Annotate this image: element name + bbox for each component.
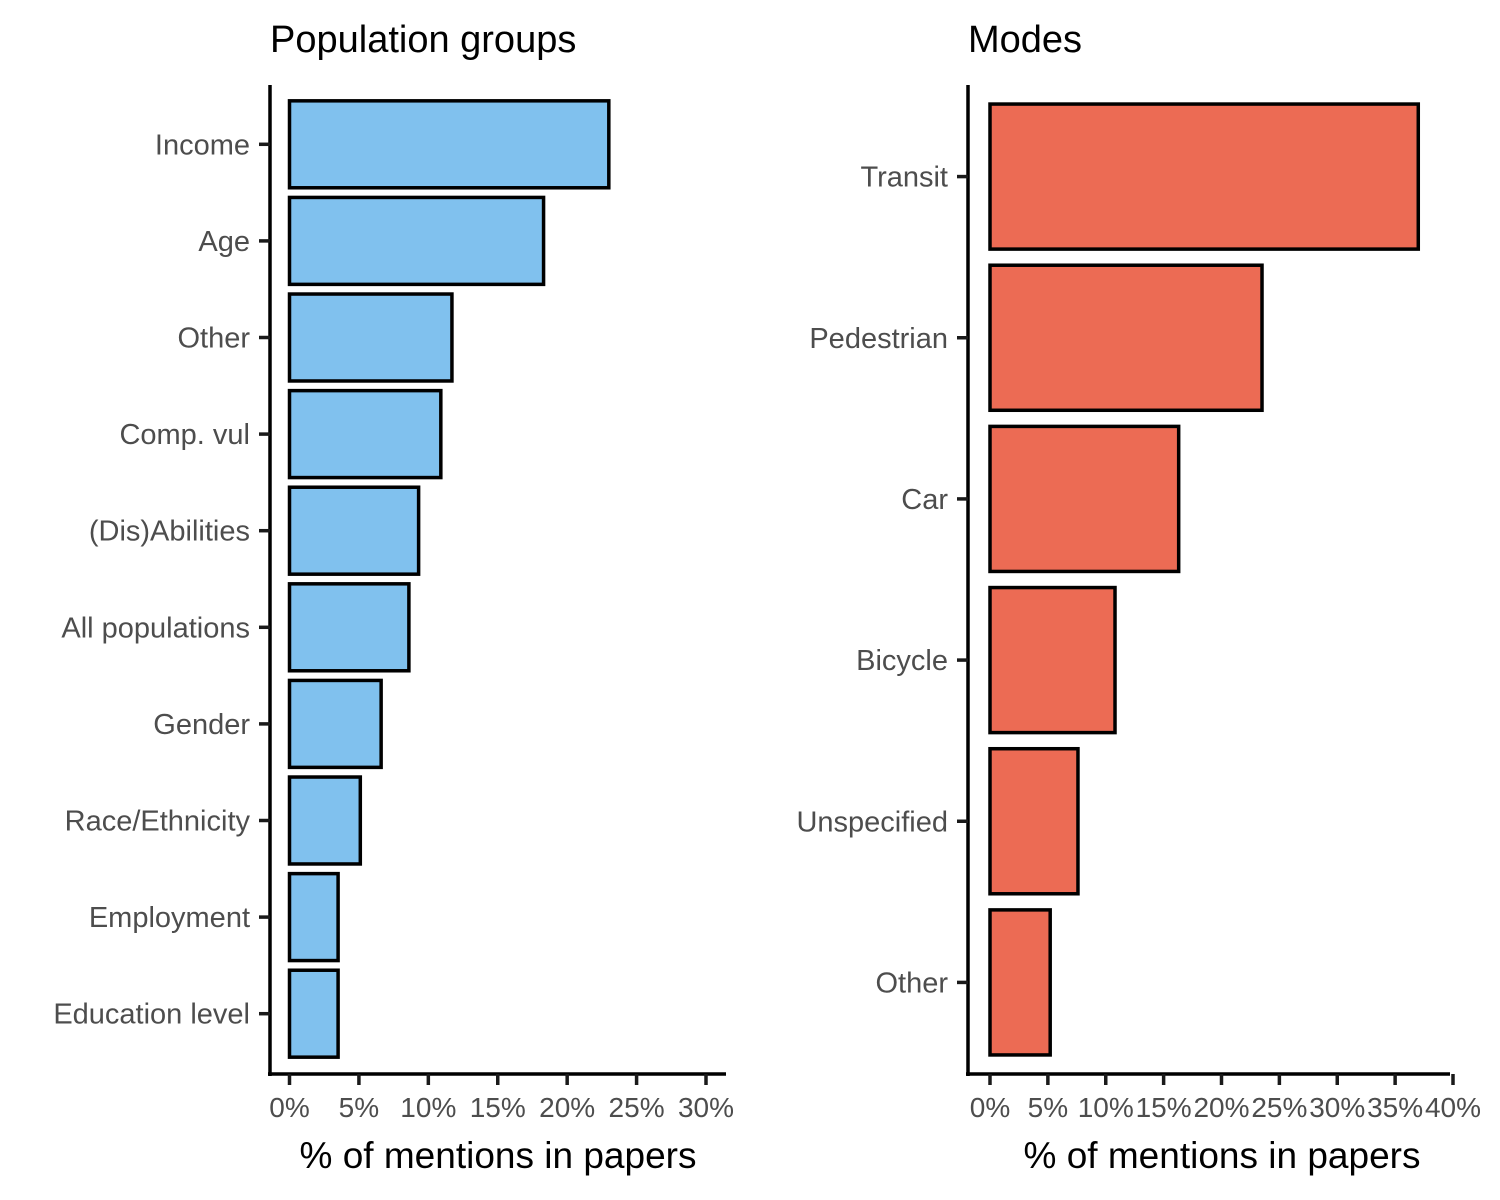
x-axis-title: % of mentions in papers — [300, 1135, 697, 1176]
y-tick-label: Pedestrian — [809, 323, 948, 355]
y-tick-label: Education level — [53, 999, 250, 1031]
panel-modes: Modes Transit Pedestrian Car Bicycle Unspeci… — [796, 19, 1481, 1176]
bar — [988, 263, 1264, 413]
panel-title: Modes — [968, 19, 1082, 61]
bar — [287, 775, 363, 866]
x-tick-label: 5% — [339, 1092, 379, 1123]
bar — [287, 99, 611, 190]
y-tick-label: Car — [901, 484, 948, 516]
bar — [287, 388, 443, 480]
x-tick-label: 10% — [400, 1092, 456, 1123]
bar-group — [287, 99, 611, 1059]
bar — [287, 292, 454, 383]
bar — [988, 746, 1080, 896]
y-tick-label: Employment — [89, 902, 250, 934]
x-tick-label: 0% — [269, 1092, 309, 1123]
category-labels: Transit Pedestrian Car Bicycle Unspecified Ot… — [796, 162, 968, 999]
bar — [988, 585, 1117, 735]
y-tick-label: Income — [155, 129, 250, 161]
x-tick-label: 30% — [1309, 1092, 1365, 1123]
bar — [988, 102, 1421, 251]
x-tick-label: 5% — [1028, 1092, 1068, 1123]
bar-group — [988, 102, 1421, 1057]
x-tick-label: 25% — [1251, 1092, 1307, 1123]
y-tick-label: All populations — [61, 612, 250, 644]
y-tick-label: Age — [198, 226, 250, 258]
y-tick-label: Other — [177, 323, 250, 355]
y-tick-label: Comp. vul — [119, 419, 250, 451]
y-tick-label: Unspecified — [796, 806, 948, 838]
x-tick-label: 35% — [1367, 1092, 1423, 1123]
y-tick-label: Other — [875, 967, 948, 999]
bar — [287, 678, 383, 770]
y-tick-label: (Dis)Abilities — [89, 516, 250, 548]
panel-title: Population groups — [270, 19, 576, 61]
x-tick-label: 15% — [470, 1092, 526, 1123]
bar — [287, 871, 340, 963]
y-tick-label: Bicycle — [856, 645, 948, 677]
category-labels: Income Age Other Comp. vul (Dis)Abilities All… — [53, 129, 270, 1031]
x-tick-label: 10% — [1078, 1092, 1134, 1123]
bar — [287, 485, 421, 576]
y-tick-label: Race/Ethnicity — [65, 806, 251, 838]
x-tick-label: 20% — [1193, 1092, 1249, 1123]
x-tick-label: 40% — [1425, 1092, 1481, 1123]
bar — [988, 424, 1181, 574]
x-axis-title: % of mentions in papers — [1024, 1135, 1421, 1176]
y-tick-label: Transit — [860, 162, 948, 194]
x-tick-label: 0% — [970, 1092, 1010, 1123]
y-tick-label: Gender — [153, 709, 250, 741]
panel-population-groups: Population groups Income Age Other Comp. vu… — [53, 19, 734, 1176]
bar — [287, 968, 340, 1059]
x-tick-labels: 0% 5% 10% 15% 20% 25% 30% 35% 40% — [970, 1074, 1481, 1123]
x-tick-label: 30% — [678, 1092, 734, 1123]
x-tick-label: 20% — [539, 1092, 595, 1123]
bar — [988, 908, 1052, 1057]
bar — [287, 195, 546, 287]
x-tick-label: 15% — [1136, 1092, 1192, 1123]
bar — [287, 582, 411, 673]
x-tick-labels: 0% 5% 10% 15% 20% 25% 30% — [269, 1074, 734, 1123]
x-tick-label: 25% — [609, 1092, 665, 1123]
